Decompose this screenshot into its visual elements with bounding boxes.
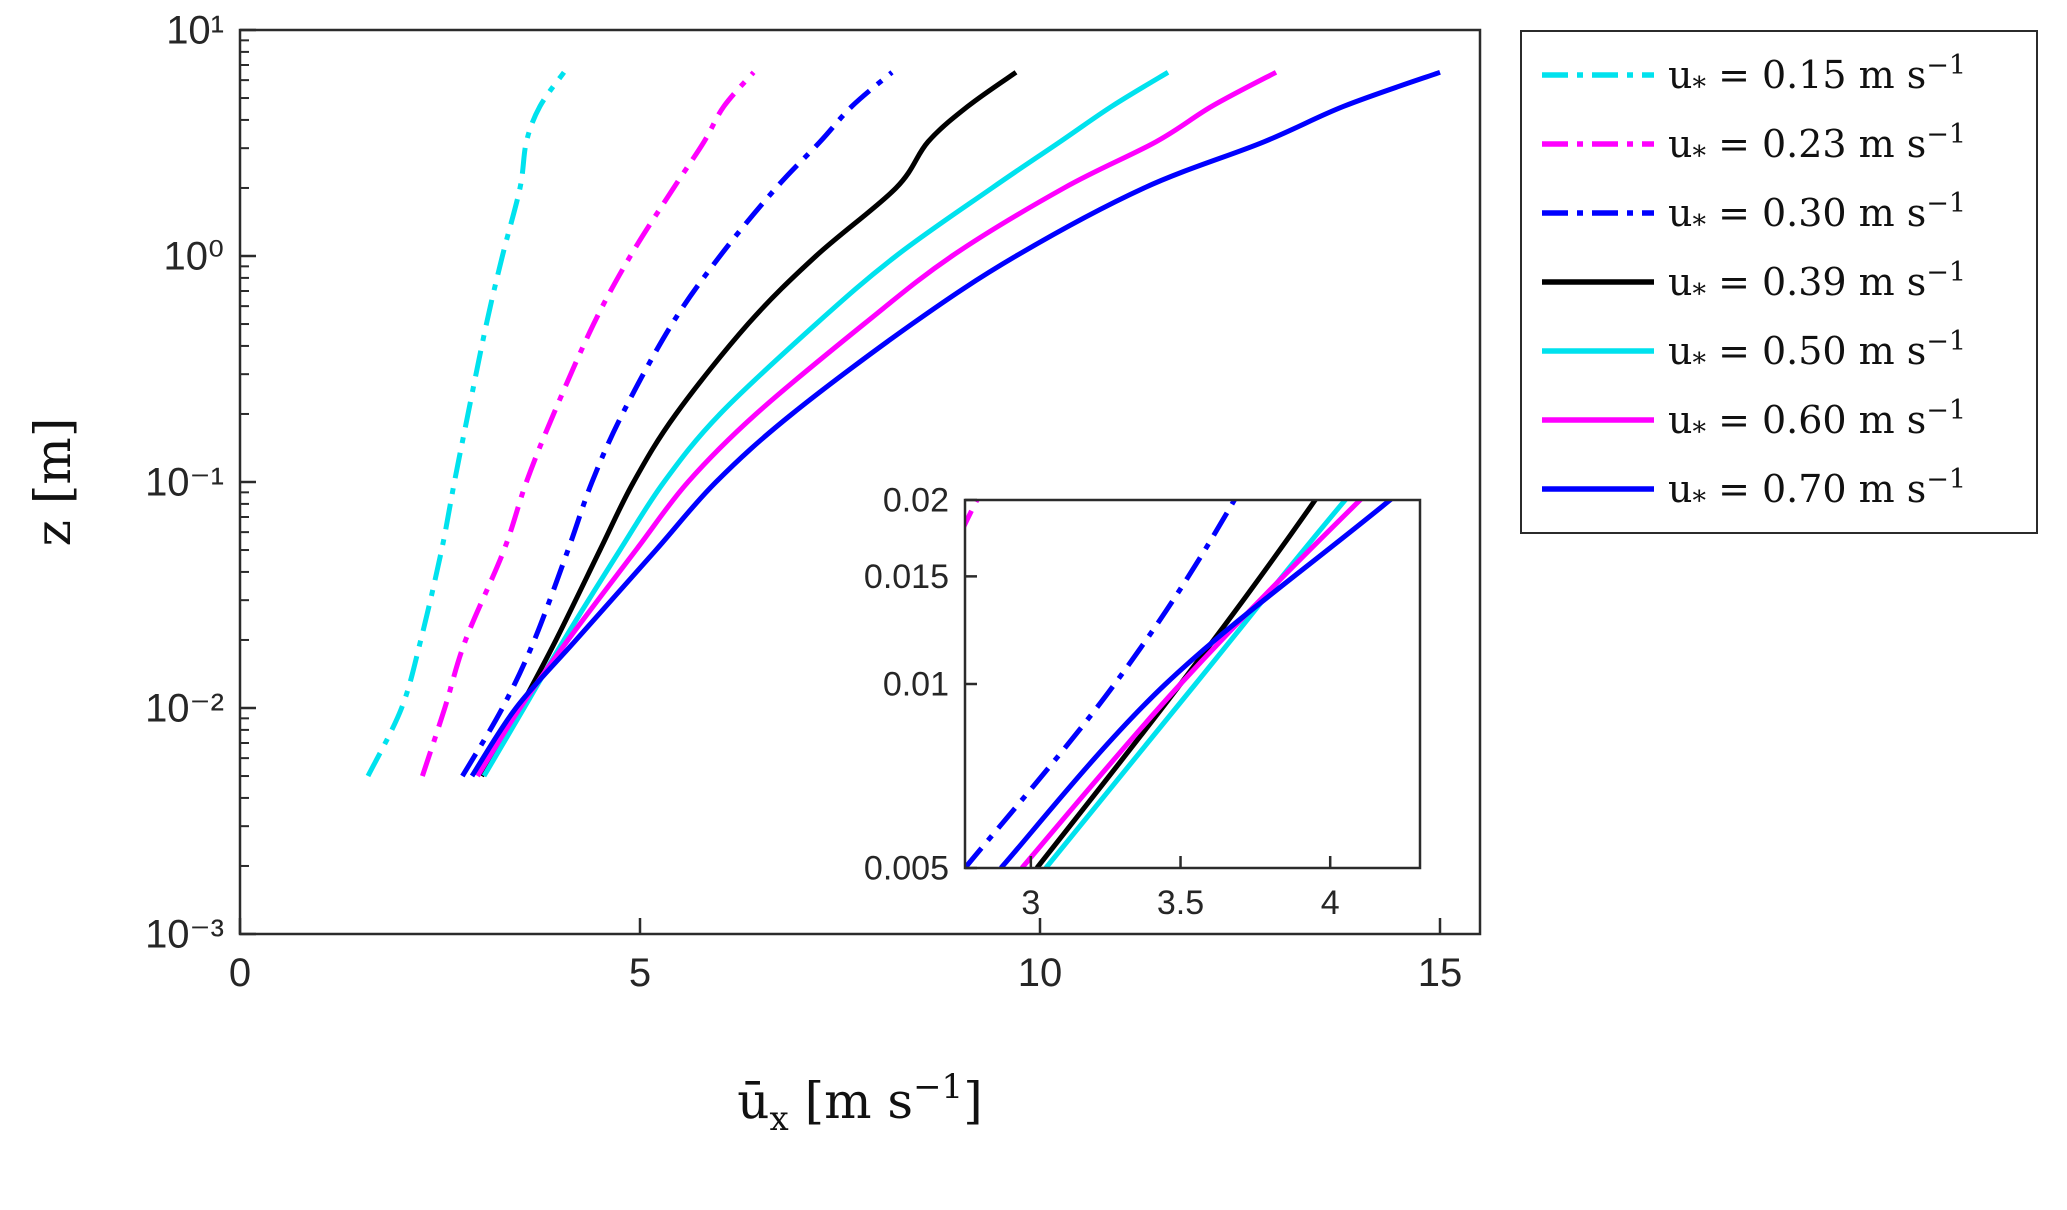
legend-entry: u* = 0.30 m s−1 <box>1542 187 2026 241</box>
y-tick-label: 0.005 <box>864 850 949 888</box>
y-tick-label: 10¹ <box>166 9 224 53</box>
legend-entry: u* = 0.70 m s−1 <box>1542 464 2026 518</box>
legend-entry: u* = 0.23 m s−1 <box>1542 118 2026 172</box>
legend-line-sample <box>1542 210 1654 216</box>
x-tick-label: 3 <box>1021 884 1040 922</box>
legend-label: u* = 0.30 m s−1 <box>1668 187 1967 241</box>
x-axis-label: ūx [m s−1] <box>737 1067 982 1139</box>
x-tick-label: 0 <box>229 951 251 995</box>
y-tick-label: 0.01 <box>883 666 949 704</box>
legend-line-sample <box>1542 486 1654 493</box>
series-line-ustar-0.15 <box>365 70 567 778</box>
series-line-ustar-0.30 <box>460 70 894 778</box>
series-line-ustar-0.39 <box>1034 500 1319 868</box>
x-tick-label: 3.5 <box>1157 884 1204 922</box>
y-axis-label: z [m] <box>24 418 82 547</box>
series-line-ustar-0.23 <box>420 70 756 777</box>
y-tick-label: 0.02 <box>883 482 949 520</box>
legend-label: u* = 0.23 m s−1 <box>1668 118 1967 172</box>
x-tick-label: 15 <box>1418 951 1463 995</box>
series-line-ustar-0.60 <box>475 70 1278 778</box>
legend-label: u* = 0.70 m s−1 <box>1668 464 1967 518</box>
legend-line-sample <box>1542 279 1654 285</box>
main-plot: 0 5 10 15 10⁻³ 10⁻² 10⁻¹ 10⁰ 10¹ ūx [m s−1] z [m] <box>24 9 1482 1139</box>
legend-entry: u* = 0.50 m s−1 <box>1542 326 2026 380</box>
x-tick-label: 5 <box>629 951 651 995</box>
y-axis-label-group: z [m] <box>24 418 82 547</box>
legend-entry: u* = 0.39 m s−1 <box>1542 256 2026 310</box>
inset-plot: 3 3.5 4 0.005 0.01 0.015 0.02 <box>612 257 1422 922</box>
legend-line-sample <box>1542 417 1654 424</box>
legend-label: u* = 0.60 m s−1 <box>1668 395 1967 449</box>
y-tick-label: 10⁻² <box>145 687 224 731</box>
series-line-ustar-0.39 <box>479 70 1018 778</box>
legend-line-sample <box>1542 140 1654 147</box>
series-line-ustar-0.60 <box>1019 500 1364 868</box>
legend: u* = 0.15 m s−1 u* = 0.23 m s−1 u* = 0.30 … <box>1520 30 2038 534</box>
series-line-ustar-0.30 <box>965 500 1238 868</box>
legend-label: u* = 0.15 m s−1 <box>1668 49 1967 103</box>
legend-line-sample <box>1542 71 1654 78</box>
legend-entry: u* = 0.60 m s−1 <box>1542 395 2026 449</box>
legend-label: u* = 0.39 m s−1 <box>1668 256 1967 310</box>
series-line-ustar-0.70 <box>469 69 1441 778</box>
main-axes-frame <box>238 28 1482 936</box>
y-tick-label: 10⁻³ <box>145 913 224 957</box>
inset-axes-frame <box>963 498 1422 870</box>
legend-entry: u* = 0.15 m s−1 <box>1542 49 2026 103</box>
series-line-ustar-0.70 <box>999 500 1395 868</box>
y-tick-label: 10⁰ <box>163 235 224 279</box>
series-line-ustar-0.50 <box>481 70 1170 778</box>
y-tick-label: 10⁻¹ <box>145 461 224 505</box>
x-tick-label: 10 <box>1018 951 1063 995</box>
y-tick-label: 0.015 <box>864 558 949 596</box>
series-line-ustar-0.15 <box>612 257 887 868</box>
legend-line-sample <box>1542 348 1654 354</box>
x-tick-label: 4 <box>1321 884 1340 922</box>
legend-label: u* = 0.50 m s−1 <box>1668 326 1967 380</box>
